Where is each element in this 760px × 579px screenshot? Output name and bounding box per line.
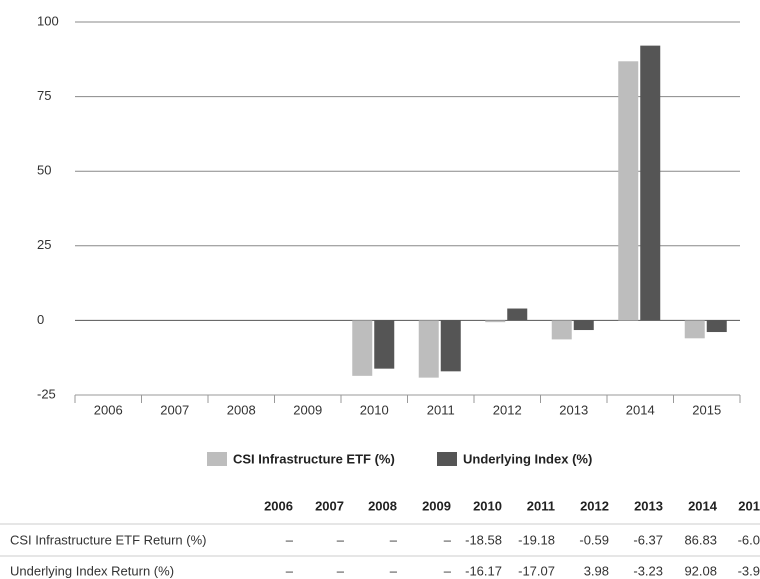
- row-label: Underlying Index Return (%): [10, 563, 174, 578]
- y-tick-label: 0: [37, 312, 44, 327]
- table-header: 2014: [688, 498, 718, 513]
- legend-label: CSI Infrastructure ETF (%): [233, 451, 395, 466]
- y-tick-label: 100: [37, 13, 59, 28]
- x-tick-label: 2009: [293, 402, 322, 417]
- table-cell: –: [444, 532, 452, 547]
- table-header: 2010: [473, 498, 502, 513]
- y-tick-label: 50: [37, 163, 51, 178]
- table-header: 201: [738, 498, 760, 513]
- table-cell: 86.83: [684, 532, 717, 547]
- x-tick-label: 2007: [160, 402, 189, 417]
- x-tick-label: 2006: [94, 402, 123, 417]
- table-header: 2013: [634, 498, 663, 513]
- legend-swatch: [207, 452, 227, 466]
- x-tick-label: 2014: [626, 402, 655, 417]
- table-cell: –: [390, 532, 398, 547]
- table-cell: -18.58: [465, 532, 502, 547]
- table-cell: -6.0: [738, 532, 760, 547]
- table-cell: –: [286, 563, 294, 578]
- x-tick-label: 2015: [692, 402, 721, 417]
- bar: [418, 320, 439, 378]
- bar: [706, 320, 727, 333]
- table-cell: -17.07: [518, 563, 555, 578]
- table-header: 2006: [264, 498, 293, 513]
- x-tick-label: 2008: [227, 402, 256, 417]
- table-header: 2012: [580, 498, 609, 513]
- x-tick-label: 2012: [493, 402, 522, 417]
- table-cell: -16.17: [465, 563, 502, 578]
- table-header: 2007: [315, 498, 344, 513]
- bar: [485, 320, 506, 323]
- table-cell: –: [337, 532, 345, 547]
- table-header: 2008: [368, 498, 397, 513]
- table-header: 2011: [527, 498, 555, 513]
- y-tick-label: -25: [37, 386, 56, 401]
- bar: [618, 61, 639, 321]
- table-cell: -3.9: [738, 563, 760, 578]
- table-cell: -19.18: [518, 532, 555, 547]
- y-tick-label: 75: [37, 88, 51, 103]
- bar: [573, 320, 594, 331]
- row-label: CSI Infrastructure ETF Return (%): [10, 532, 207, 547]
- bar: [374, 320, 395, 369]
- bar: [352, 320, 373, 376]
- bar: [640, 45, 661, 321]
- x-tick-label: 2011: [427, 402, 455, 417]
- table-cell: –: [337, 563, 345, 578]
- x-tick-label: 2010: [360, 402, 389, 417]
- table-cell: –: [444, 563, 452, 578]
- bar: [440, 320, 461, 372]
- x-tick-label: 2013: [559, 402, 588, 417]
- bar: [551, 320, 572, 340]
- table-cell: -6.37: [633, 532, 663, 547]
- table-cell: -3.23: [633, 563, 663, 578]
- table-header: 2009: [422, 498, 451, 513]
- table-cell: –: [390, 563, 398, 578]
- bar: [684, 320, 705, 339]
- table-cell: -0.59: [579, 532, 609, 547]
- table-cell: –: [286, 532, 294, 547]
- legend-swatch: [437, 452, 457, 466]
- table-cell: 92.08: [684, 563, 717, 578]
- y-tick-label: 25: [37, 237, 51, 252]
- bar: [507, 308, 528, 321]
- table-cell: 3.98: [584, 563, 609, 578]
- legend-label: Underlying Index (%): [463, 451, 592, 466]
